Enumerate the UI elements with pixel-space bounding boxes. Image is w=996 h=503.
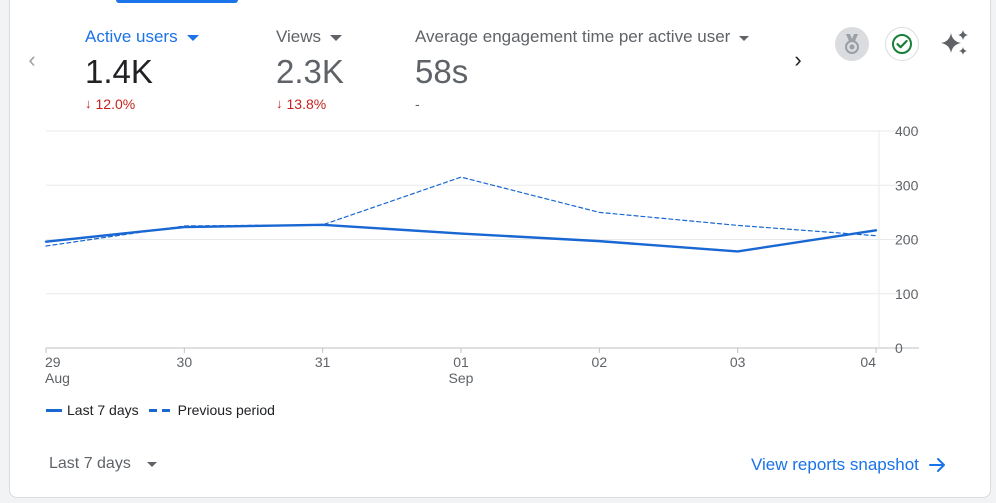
y-tick-label: 100 <box>895 286 919 302</box>
dashed-line-icon <box>148 408 171 412</box>
sparkle-icon <box>941 30 968 55</box>
metric-change-engagement-time: - <box>415 96 420 112</box>
chevron-left-icon: ‹ <box>28 47 36 72</box>
summary-card <box>9 0 991 498</box>
metric-label-active-users[interactable]: Active users <box>85 26 199 48</box>
y-tick-label: 300 <box>895 177 919 193</box>
x-tick-label: 30 <box>177 354 193 370</box>
caret-down-icon <box>739 35 750 41</box>
metric-views[interactable]: Views 2.3K ↓ 13.8% <box>276 26 344 112</box>
solid-line-icon <box>46 408 62 412</box>
series-line-last-7-days[interactable] <box>44 223 878 253</box>
ai-insights-button[interactable] <box>938 27 972 61</box>
caret-down-icon <box>330 35 343 41</box>
legend-item-current[interactable]: Last 7 days <box>46 402 139 418</box>
arrow-down-icon: ↓ <box>85 96 92 111</box>
arrow-right-icon <box>928 458 945 472</box>
metric-label-views[interactable]: Views <box>276 26 344 48</box>
legend-item-previous[interactable]: Previous period <box>148 402 275 418</box>
x-tick-label: Aug <box>45 370 70 386</box>
metric-value-views: 2.3K <box>276 53 344 90</box>
caret-down-icon <box>146 461 157 467</box>
y-tick-label: 200 <box>895 232 919 248</box>
x-tick-label: 03 <box>730 354 746 370</box>
x-tick-label: 02 <box>592 354 608 370</box>
x-tick-label: 31 <box>315 354 331 370</box>
metric-active-users[interactable]: Active users 1.4K ↓ 12.0% <box>85 26 199 112</box>
y-tick-label: 0 <box>895 340 903 356</box>
metric-change-active-users: ↓ 12.0% <box>85 96 136 112</box>
check-circle-icon <box>892 34 912 54</box>
metric-label-engagement-time[interactable]: Average engagement time per active user <box>415 26 750 48</box>
metric-value-engagement-time: 58s <box>415 53 469 90</box>
view-reports-snapshot-link[interactable]: View reports snapshot <box>751 455 947 475</box>
x-tick-label: 01 <box>453 354 469 370</box>
data-quality-button[interactable] <box>885 27 919 61</box>
series-line-previous-period[interactable] <box>45 176 877 247</box>
medal-icon <box>845 34 859 54</box>
chart-legend: Last 7 days Previous period <box>46 402 285 418</box>
date-range-dropdown[interactable]: Last 7 days <box>49 455 157 473</box>
next-metrics-button[interactable]: › <box>788 48 808 72</box>
y-tick-label: 400 <box>895 123 919 139</box>
caret-down-icon <box>186 35 199 41</box>
metric-engagement-time[interactable]: Average engagement time per active user … <box>415 26 750 112</box>
active-metric-indicator <box>116 0 238 3</box>
arrow-down-icon: ↓ <box>276 96 283 111</box>
insights-badge-button[interactable] <box>835 27 869 61</box>
chevron-right-icon: › <box>794 47 802 72</box>
metric-value-active-users: 1.4K <box>85 53 153 90</box>
x-tick-label: Sep <box>449 370 474 386</box>
x-tick-label: 04 <box>860 354 876 370</box>
prev-metrics-button[interactable]: ‹ <box>22 48 42 72</box>
metric-change-views: ↓ 13.8% <box>276 96 327 112</box>
x-tick-label: 29 <box>45 354 61 370</box>
